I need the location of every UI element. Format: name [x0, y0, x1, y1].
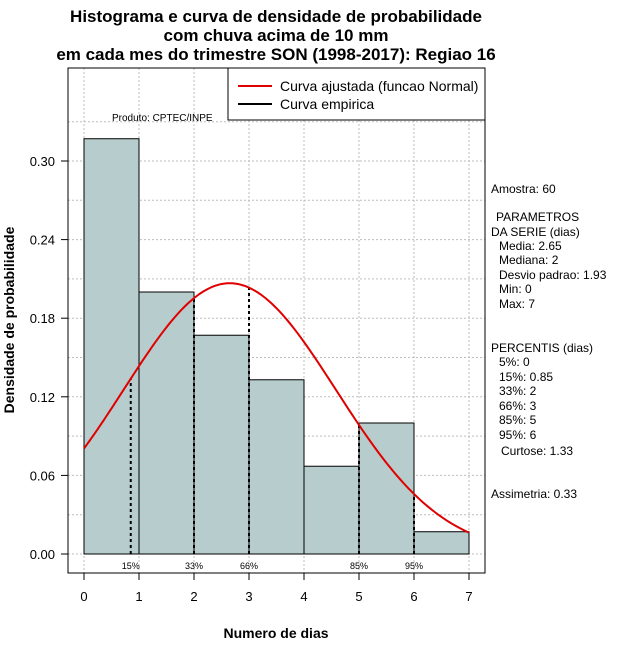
chart-title-line-3: em cada mes do trimestre SON (1998-2017)… [56, 45, 495, 64]
x-tick-label: 5 [355, 589, 362, 604]
x-tick-label: 6 [410, 589, 417, 604]
y-tick-label: 0.12 [30, 390, 55, 405]
stats-param-item: Max: 7 [499, 297, 535, 311]
x-tick-label: 4 [300, 589, 307, 604]
histogram-bar [413, 531, 470, 555]
y-tick-label: 0.06 [30, 468, 55, 483]
chart-title-line-1: Histograma e curva de densidade de proba… [70, 7, 482, 26]
percentile-markers: 15% 33% 66% 85% 95% [122, 287, 423, 571]
x-tick-label: 7 [465, 589, 472, 604]
chart-title-line-2: com chuva acima de 10 mm [164, 26, 389, 45]
x-tick-label: 3 [245, 589, 252, 604]
stats-panel: Amostra: 60 PARAMETROS DA SERIE (dias) M… [491, 182, 607, 501]
stats-param-item: Min: 0 [499, 282, 532, 296]
percentile-marker-label: 95% [405, 561, 423, 571]
stats-param-item: Mediana: 2 [499, 253, 559, 267]
y-tick-label: 0.00 [30, 547, 55, 562]
stats-percentil-item: 33%: 2 [499, 384, 537, 398]
normal-fit-curve [83, 282, 470, 534]
x-tick-label: 1 [135, 589, 142, 604]
stats-skewness: Assimetria: 0.33 [491, 487, 577, 501]
legend-label-fit: Curva ajustada (funcao Normal) [280, 78, 478, 94]
x-axis-title: Numero de dias [223, 625, 328, 641]
y-tick-label: 0.30 [30, 154, 55, 169]
percentile-marker-label: 33% [185, 561, 203, 571]
stats-percentil-item: 15%: 0.85 [499, 370, 553, 384]
stats-percentil-item: 5%: 0 [499, 355, 530, 369]
histogram-bar [83, 138, 140, 555]
y-tick-label: 0.18 [30, 311, 55, 326]
stats-percentis-title: PERCENTIS (dias) [491, 341, 593, 355]
legend: Curva ajustada (funcao Normal) Curva emp… [227, 67, 486, 121]
stats-kurtosis: Curtose: 1.33 [501, 444, 573, 458]
product-label: Produto: CPTEC/INPE [112, 113, 213, 124]
stats-percentil-item: 66%: 3 [499, 399, 537, 413]
normal-fit-curve-group [83, 282, 470, 534]
stats-sample: Amostra: 60 [491, 182, 556, 196]
x-axis: 0 1 2 3 4 5 6 7 [80, 572, 473, 604]
histogram-bar [138, 291, 195, 555]
stats-percentil-item: 95%: 6 [499, 428, 537, 442]
x-tick-label: 2 [190, 589, 197, 604]
histogram-bars [83, 138, 470, 555]
percentile-marker-label: 66% [240, 561, 258, 571]
stats-percentil-item: 85%: 5 [499, 413, 537, 427]
stats-params-title-2: DA SERIE (dias) [491, 225, 580, 239]
histogram-bar [193, 334, 250, 555]
legend-label-empirical: Curva empirica [280, 96, 374, 112]
legend-box [227, 67, 486, 121]
x-tick-label: 0 [80, 589, 87, 604]
stats-params-title-1: PARAMETROS [496, 210, 579, 224]
histogram-bar [303, 465, 360, 555]
y-axis-title: Densidade de probabilidade [1, 226, 17, 413]
percentile-marker-label: 15% [122, 561, 140, 571]
stats-param-item: Desvio padrao: 1.93 [499, 268, 607, 282]
y-axis: 0.00 0.06 0.12 0.18 0.24 0.30 [30, 154, 69, 562]
percentile-marker-label: 85% [350, 561, 368, 571]
y-tick-label: 0.24 [30, 233, 55, 248]
histogram-bar [358, 422, 415, 555]
stats-param-item: Media: 2.65 [499, 239, 562, 253]
histogram-bar [248, 379, 305, 555]
